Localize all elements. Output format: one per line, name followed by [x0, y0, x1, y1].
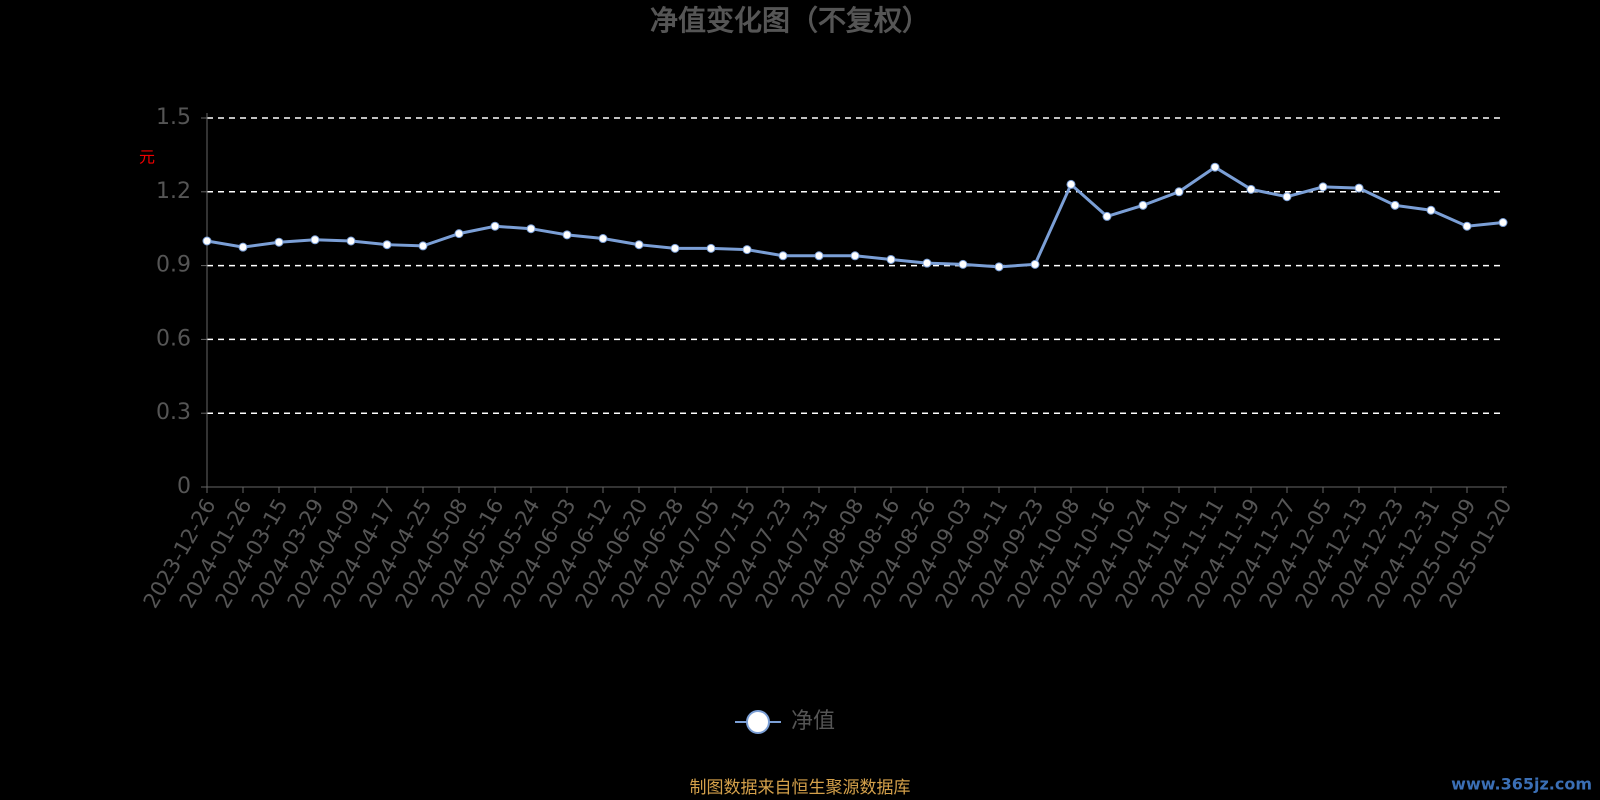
- legend-marker: [746, 710, 770, 734]
- point: [562, 230, 572, 240]
- legend-label: 净值: [791, 709, 835, 734]
- point: [742, 245, 752, 255]
- point: [454, 229, 464, 239]
- point: [1354, 183, 1364, 193]
- point: [1246, 184, 1256, 194]
- source-note: 制图数据来自恒生聚源数据库: [690, 778, 911, 798]
- chart-title: 净值变化图（不复权）: [650, 4, 930, 37]
- point: [1390, 200, 1400, 210]
- point: [1030, 259, 1040, 269]
- point: [310, 235, 320, 245]
- point: [634, 240, 644, 250]
- point: [1282, 192, 1292, 202]
- point: [1138, 200, 1148, 210]
- point: [1102, 211, 1112, 221]
- point: [778, 251, 788, 261]
- point: [886, 254, 896, 264]
- point: [1498, 218, 1508, 228]
- point: [238, 242, 248, 252]
- y-tick-label: 0: [177, 474, 191, 499]
- point: [814, 251, 824, 261]
- y-tick-label: 0.9: [156, 253, 191, 278]
- point: [1066, 179, 1076, 189]
- y-tick-label: 1.5: [156, 105, 191, 130]
- point: [958, 259, 968, 269]
- watermark: www.365jz.com: [1451, 775, 1592, 794]
- point: [1426, 205, 1436, 215]
- point: [526, 224, 536, 234]
- point: [850, 251, 860, 261]
- point: [922, 258, 932, 268]
- point: [994, 262, 1004, 272]
- y-tick-label: 0.6: [156, 326, 191, 351]
- point: [1210, 162, 1220, 172]
- point: [202, 236, 212, 246]
- point: [346, 236, 356, 246]
- point: [490, 221, 500, 231]
- y-tick-label: 1.2: [156, 179, 191, 204]
- y-axis-label: 元: [139, 148, 155, 167]
- point: [382, 240, 392, 250]
- point: [598, 234, 608, 244]
- point: [418, 241, 428, 251]
- point: [1318, 182, 1328, 192]
- y-tick-label: 0.3: [156, 400, 191, 425]
- point: [1462, 221, 1472, 231]
- point: [670, 243, 680, 253]
- point: [706, 243, 716, 253]
- point: [1174, 187, 1184, 197]
- point: [274, 237, 284, 247]
